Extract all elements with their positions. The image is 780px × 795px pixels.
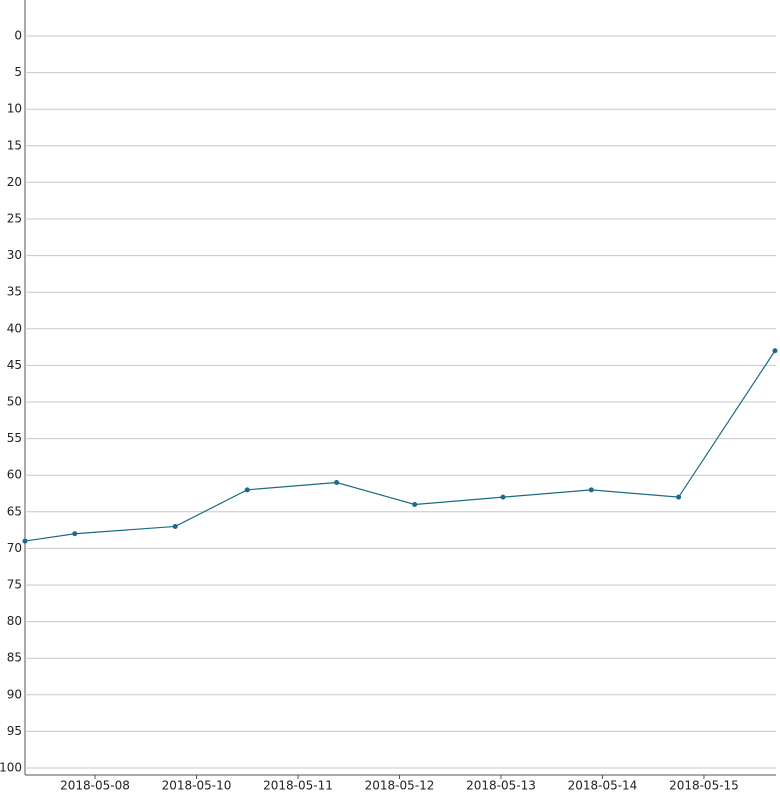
data-point: [72, 531, 78, 537]
data-point: [22, 538, 28, 544]
y-tick-label: 75: [7, 578, 22, 592]
data-point: [412, 501, 418, 507]
y-tick-label: 55: [7, 431, 22, 445]
y-tick-label: 40: [7, 321, 22, 335]
y-tick-label: 70: [7, 541, 22, 555]
y-tick-label: 25: [7, 212, 22, 226]
y-tick-label: 0: [14, 29, 22, 43]
y-tick-label: 50: [7, 395, 22, 409]
x-tick-label: 2018-05-15: [669, 779, 739, 793]
y-tick-label: 90: [7, 687, 22, 701]
data-point: [334, 480, 340, 486]
data-point: [244, 487, 250, 493]
y-tick-label: 80: [7, 614, 22, 628]
x-tick-label: 2018-05-12: [365, 779, 435, 793]
y-tick-label: 35: [7, 285, 22, 299]
y-tick-label: 20: [7, 175, 22, 189]
y-tick-label: 5: [14, 65, 22, 79]
data-point: [588, 487, 594, 493]
y-tick-label: 95: [7, 724, 22, 738]
x-tick-label: 2018-05-14: [568, 779, 638, 793]
y-tick-label: 85: [7, 651, 22, 665]
y-tick-label: 10: [7, 102, 22, 116]
data-point: [172, 523, 178, 529]
data-point: [772, 348, 778, 354]
data-point: [500, 494, 506, 500]
data-point: [676, 494, 682, 500]
y-tick-label: 100: [0, 761, 22, 775]
x-tick-label: 2018-05-08: [60, 779, 130, 793]
x-tick-label: 2018-05-11: [263, 779, 333, 793]
y-tick-label: 30: [7, 248, 22, 262]
x-tick-label: 2018-05-13: [466, 779, 536, 793]
series-line: [24, 350, 776, 542]
x-tick-label: 2018-05-10: [162, 779, 232, 793]
y-tick-label: 45: [7, 358, 22, 372]
y-tick-label: 65: [7, 504, 22, 518]
y-tick-label: 60: [7, 468, 22, 482]
y-tick-label: 15: [7, 138, 22, 152]
